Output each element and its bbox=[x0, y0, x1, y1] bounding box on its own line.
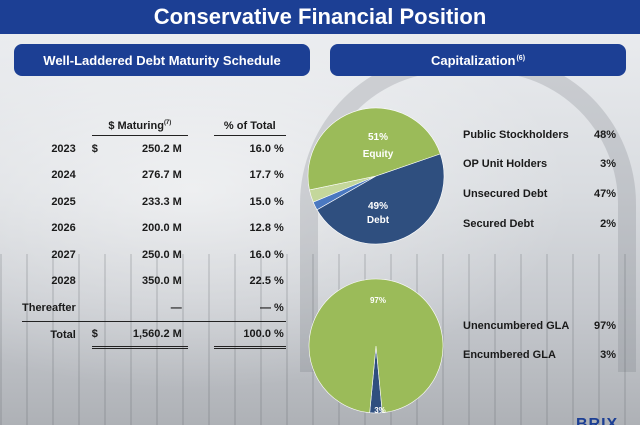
table-row: 2023 $250.2 M 16.0 % bbox=[22, 136, 286, 163]
pct-cell: — % bbox=[259, 301, 284, 314]
table-row: 2024 276.7 M 17.7 % bbox=[22, 162, 286, 189]
pie-slice-unsecured-debt bbox=[316, 153, 445, 245]
page-title: Conservative Financial Position bbox=[0, 0, 640, 34]
col-maturing-header: $ Maturing(7) bbox=[91, 120, 188, 136]
gla-pie: 97% 3% bbox=[308, 278, 444, 415]
legend-item: OP Unit Holders 3% bbox=[463, 158, 616, 170]
dollar-sign-cell: $ bbox=[91, 320, 106, 349]
legend-value: 97% bbox=[593, 320, 616, 332]
col-maturing-footnote: (7) bbox=[163, 120, 172, 126]
year-cell: 2027 bbox=[51, 248, 76, 261]
legend-item: Public Stockholders 48% bbox=[463, 129, 616, 141]
table-row: 2026 200.0 M 12.8 % bbox=[22, 215, 286, 242]
table-row: 2028 350.0 M 22.5 % bbox=[22, 268, 286, 295]
table-row: 2025 233.3 M 15.0 % bbox=[22, 189, 286, 216]
amount-cell: 1,560.2 M bbox=[105, 320, 188, 349]
pct-cell: 100.0 % bbox=[213, 320, 286, 349]
pct-cell: 17.7 % bbox=[249, 169, 284, 182]
amount-cell: 200.0 M bbox=[142, 222, 182, 235]
capitalization-pie: 51% Equity 49% Debt bbox=[307, 107, 445, 245]
pct-cell: 15.0 % bbox=[249, 195, 284, 208]
debt-maturity-header-label: Well-Laddered Debt Maturity Schedule bbox=[43, 52, 281, 68]
capitalization-footnote: (6) bbox=[516, 54, 526, 62]
equity-pct-label: 51% bbox=[368, 132, 388, 143]
table-row: 2027 250.0 M 16.0 % bbox=[22, 242, 286, 269]
legend-value: 2% bbox=[600, 218, 616, 230]
pie-slice-public-stockholders bbox=[307, 107, 441, 191]
maturity-table-wrap: $ Maturing(7) % of Total 2023 $250.2 M 16.… bbox=[22, 120, 292, 349]
year-cell: 2028 bbox=[51, 275, 76, 288]
legend-value: 3% bbox=[600, 158, 616, 170]
debt-maturity-header: Well-Laddered Debt Maturity Schedule bbox=[14, 44, 310, 76]
amount-cell: 250.2 M bbox=[142, 143, 182, 155]
amount-cell: 276.7 M bbox=[142, 169, 182, 182]
table-header-row: $ Maturing(7) % of Total bbox=[22, 120, 286, 136]
legend-label: Unencumbered GLA bbox=[463, 320, 570, 332]
col-pct-header: % of Total bbox=[213, 120, 286, 136]
pct-cell: 22.5 % bbox=[249, 275, 284, 288]
unencumbered-pct-label: 97% bbox=[370, 296, 386, 305]
year-cell: 2025 bbox=[51, 195, 76, 208]
company-logo: BRIX bbox=[576, 416, 619, 425]
year-cell: 2026 bbox=[51, 222, 76, 235]
legend-item: Encumbered GLA 3% bbox=[463, 349, 616, 361]
legend-label: OP Unit Holders bbox=[463, 158, 548, 170]
pct-cell: 12.8 % bbox=[249, 222, 284, 235]
legend-label: Secured Debt bbox=[463, 218, 534, 230]
pct-cell: 16.0 % bbox=[249, 143, 284, 155]
legend-label: Public Stockholders bbox=[463, 129, 569, 141]
equity-name-label: Equity bbox=[363, 149, 394, 160]
legend-value: 47% bbox=[593, 188, 616, 200]
capitalization-header: Capitalization (6) bbox=[330, 44, 626, 76]
legend-value: 3% bbox=[600, 349, 616, 361]
amount-cell: 233.3 M bbox=[142, 195, 182, 208]
legend-label: Encumbered GLA bbox=[463, 349, 556, 361]
capitalization-header-label: Capitalization bbox=[430, 52, 516, 68]
maturity-table: $ Maturing(7) % of Total 2023 $250.2 M 16.… bbox=[22, 120, 286, 349]
table-row: Thereafter — — % bbox=[22, 295, 286, 322]
year-cell: 2023 bbox=[51, 142, 76, 155]
year-cell: 2024 bbox=[51, 169, 76, 182]
legend-item: Unencumbered GLA 97% bbox=[463, 320, 616, 332]
table-total-row: Total $1,560.2 M 100.0 % bbox=[22, 320, 286, 349]
pie-slice-unencumbered-gla bbox=[308, 278, 444, 414]
debt-pct-label: 49% bbox=[368, 201, 388, 212]
debt-name-label: Debt bbox=[367, 215, 390, 226]
year-cell: Total bbox=[22, 320, 92, 348]
amount-cell: 350.0 M bbox=[142, 275, 182, 288]
legend-item: Secured Debt 2% bbox=[463, 218, 616, 230]
dollar-sign-cell: $ bbox=[91, 143, 98, 155]
legend-label: Unsecured Debt bbox=[463, 188, 548, 200]
amount-cell: 250.0 M bbox=[142, 248, 182, 261]
encumbered-pct-label: 3% bbox=[374, 406, 386, 415]
pct-cell: 16.0 % bbox=[249, 248, 284, 261]
legend-item: Unsecured Debt 47% bbox=[463, 188, 616, 200]
year-cell: Thereafter bbox=[22, 301, 76, 314]
amount-cell: — bbox=[170, 301, 182, 314]
legend-value: 48% bbox=[593, 129, 616, 141]
